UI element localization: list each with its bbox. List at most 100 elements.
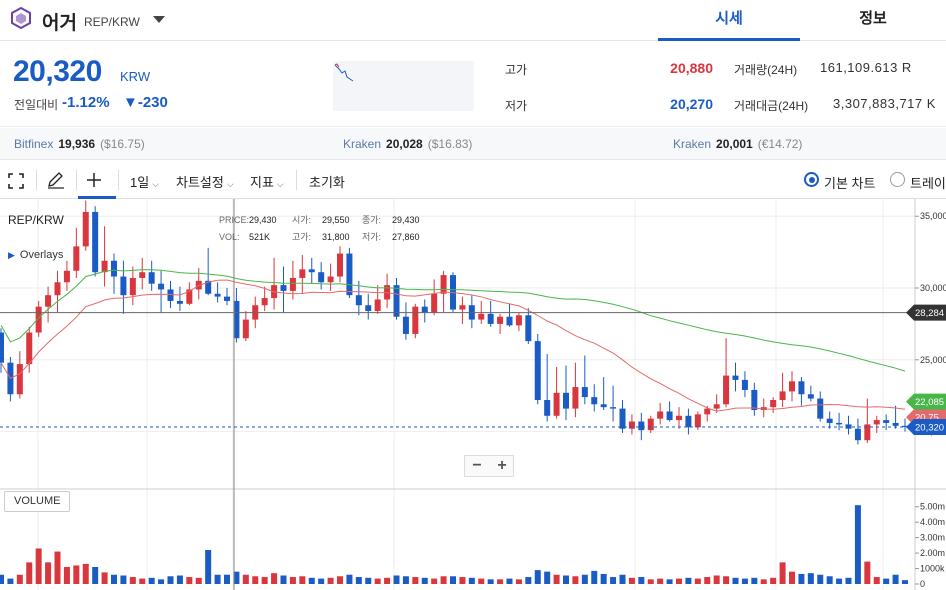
candle-body: [751, 389, 758, 411]
change-rate: -1.12%: [62, 94, 110, 111]
candle-body: [299, 269, 306, 278]
volume-bar: [224, 574, 230, 584]
volume-bar: [92, 567, 99, 584]
candlestick-chart-svg[interactable]: 35,00030,00025,00020,0005.00m4.00m3.00m2…: [0, 199, 946, 590]
reset-button[interactable]: 초기화: [309, 175, 345, 190]
volume-bar: [308, 577, 315, 584]
exchange-price: 19,936: [58, 137, 96, 151]
volume-bar: [412, 577, 419, 584]
zoom-in-button[interactable]: +: [497, 457, 507, 474]
volume-tick-label: 0: [920, 579, 925, 589]
volume-bar: [16, 574, 23, 584]
tradingview-radio[interactable]: [890, 172, 905, 187]
coin-pair: REP/KRW: [84, 15, 140, 29]
candle-body: [610, 407, 617, 409]
candle-body: [205, 280, 212, 294]
ohlc-key: 저가:: [362, 232, 382, 242]
candle-body: [431, 293, 438, 313]
candle-body: [167, 289, 174, 301]
candle-body: [101, 260, 108, 273]
candle-body: [224, 296, 230, 301]
indicators-button[interactable]: 지표 ⌵: [250, 175, 284, 190]
candle-body: [807, 394, 814, 399]
zoom-out-button[interactable]: −: [472, 457, 482, 474]
candle-body: [478, 313, 485, 320]
candle-body: [676, 415, 682, 421]
volume-bar: [186, 577, 193, 584]
volume-bar: [723, 576, 730, 584]
volume24-label: 거래량(24H): [734, 63, 798, 77]
fullscreen-icon[interactable]: [8, 173, 24, 189]
candle-body: [158, 283, 165, 290]
draw-pencil-icon[interactable]: [47, 172, 65, 189]
volume-bar: [628, 577, 635, 584]
candle-body: [63, 270, 70, 283]
interval-select[interactable]: 1일 ⌵: [130, 175, 160, 190]
price-chart[interactable]: 35,00030,00025,00020,0005.00m4.00m3.00m2…: [0, 199, 946, 590]
candle-body: [638, 421, 645, 431]
tradingview-label[interactable]: 트레이: [910, 176, 946, 191]
tab-info[interactable]: 정보: [859, 10, 887, 27]
candle-body: [798, 381, 805, 395]
volume-bar: [7, 578, 14, 584]
chart-settings-button[interactable]: 차트설정 ⌵: [176, 175, 234, 190]
exchange-prices: Bitfinex 19,936 ($16.75) Kraken 20,028 ($16.…: [0, 128, 946, 160]
volume-bar: [883, 578, 890, 584]
ma-long-price-tag: [906, 393, 946, 410]
candle-body: [242, 319, 249, 339]
change-label: 전일대비: [14, 98, 59, 112]
chevron-down-icon: ⌵: [276, 179, 284, 189]
volume-bar: [902, 580, 908, 584]
chart-toolbar: 1일 ⌵ 차트설정 ⌵ 지표 ⌵ 초기화 기본 차트 트레이: [0, 161, 946, 199]
ohlc-value: 27,860: [392, 232, 420, 242]
volume-bar: [365, 577, 372, 584]
basic-chart-label[interactable]: 기본 차트: [824, 176, 876, 191]
volume-bar: [864, 561, 871, 584]
basic-chart-radio[interactable]: [804, 172, 819, 187]
candle-body: [657, 411, 664, 419]
volume-bar: [139, 578, 146, 584]
ma-short-price-tag-text: 20,75: [915, 413, 939, 424]
volume-bar: [54, 551, 61, 584]
candle-body: [0, 332, 4, 363]
exchange-item: Kraken 20,028 ($16.83): [343, 137, 472, 151]
tab-quote[interactable]: 시세: [658, 0, 800, 41]
volume-bar: [45, 562, 52, 584]
candle-body: [355, 295, 362, 306]
coin-name: 어거: [42, 13, 77, 34]
candle-body: [148, 272, 155, 284]
crosshair-icon[interactable]: [86, 172, 102, 188]
volume-bar: [798, 573, 805, 584]
volume-bar: [318, 578, 325, 584]
volume-bar: [525, 577, 532, 584]
volume-tick-label: 5.00m: [920, 502, 945, 512]
overlays-toggle[interactable]: ▶ Overlays: [8, 249, 64, 261]
exchange-name: Bitfinex: [14, 137, 54, 151]
volume-bar: [393, 575, 400, 584]
volume-bar: [327, 577, 334, 584]
volume-bar: [82, 563, 89, 584]
volume-bar: [468, 577, 475, 584]
candle-body: [902, 425, 908, 427]
candle-body: [553, 392, 560, 416]
candle-body: [770, 399, 777, 408]
candle-body: [525, 315, 532, 342]
ohlc-key: VOL:: [219, 232, 240, 242]
candle-body: [685, 415, 692, 428]
volume-bar: [167, 576, 174, 584]
low-price: 20,270: [670, 96, 713, 112]
volume-bar: [478, 578, 485, 584]
price-unit: KRW: [120, 69, 151, 84]
ohlc-readout: PRICE:29,430 시가: 29,550 종가: 29,430 VOL: 521K 고가…: [219, 212, 432, 246]
candle-body: [732, 375, 739, 380]
volume-bar: [111, 574, 117, 584]
volume-bar: [845, 577, 852, 584]
ohlc-value: 29,430: [249, 215, 277, 225]
candle-body: [544, 399, 551, 416]
exchange-name: Kraken: [343, 137, 382, 151]
price-tick-label: 30,000: [920, 283, 946, 293]
candle-body: [54, 282, 61, 296]
candle-body: [35, 306, 42, 333]
coin-select-caret-icon[interactable]: [153, 16, 165, 23]
zoom-control: − +: [464, 455, 514, 477]
